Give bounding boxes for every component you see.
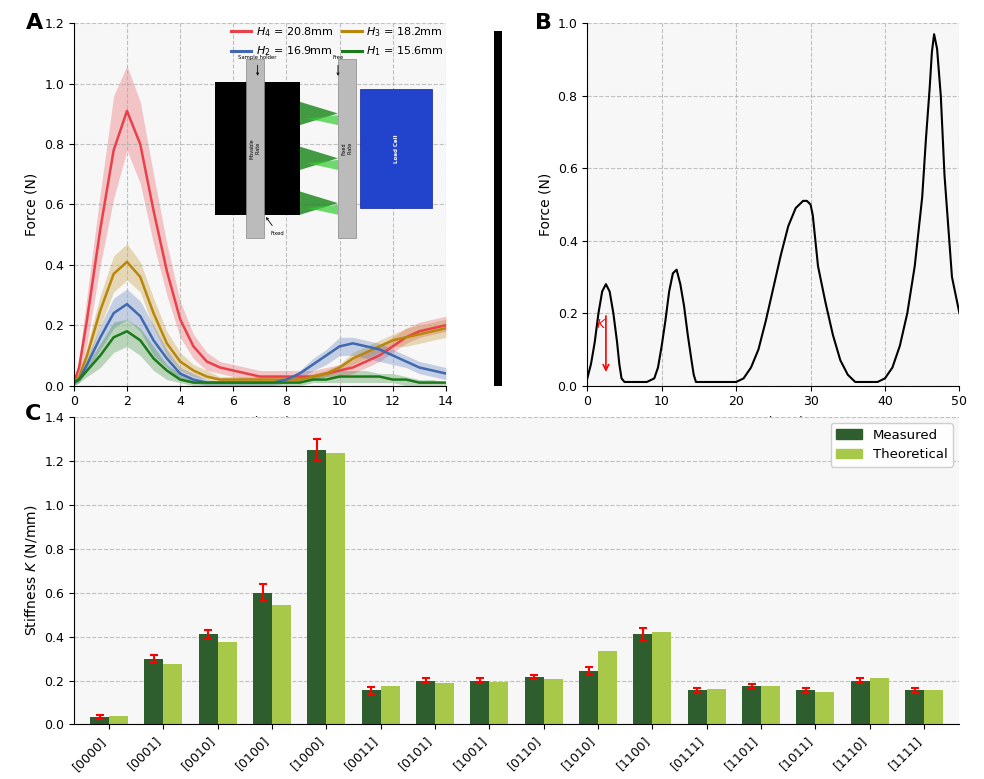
Bar	[470, 681, 489, 724]
Y-axis label: Force (N): Force (N)	[25, 173, 38, 236]
Bar	[796, 690, 816, 724]
Bar	[362, 690, 381, 724]
X-axis label: $\Delta H$ (mm): $\Delta H$ (mm)	[228, 414, 291, 430]
Bar	[109, 716, 128, 724]
Bar	[435, 682, 455, 724]
Bar	[688, 690, 707, 724]
Text: A: A	[26, 12, 42, 33]
Bar	[707, 689, 726, 724]
Bar	[91, 717, 109, 724]
Bar	[742, 686, 761, 724]
Bar	[381, 686, 400, 724]
Bar	[489, 682, 509, 724]
Bar	[870, 679, 889, 724]
Bar	[634, 634, 652, 724]
Text: C: C	[26, 404, 41, 425]
Bar	[145, 658, 163, 724]
Bar	[851, 681, 870, 724]
Bar	[816, 692, 834, 724]
Bar	[416, 681, 435, 724]
Bar	[598, 650, 617, 724]
Bar	[905, 690, 924, 724]
Y-axis label: Stiffness $K$ (N/mm): Stiffness $K$ (N/mm)	[23, 505, 38, 636]
Bar	[652, 633, 671, 724]
Bar	[761, 686, 780, 724]
Bar	[524, 677, 544, 724]
Bar	[924, 690, 943, 724]
Bar	[327, 453, 345, 724]
Legend: Measured, Theoretical: Measured, Theoretical	[830, 423, 953, 467]
Bar	[199, 634, 217, 724]
Legend: $H_4$ = 20.8mm, $H_2$ = 16.9mm, $H_3$ = 18.2mm, $H_1$ = 15.6mm: $H_4$ = 20.8mm, $H_2$ = 16.9mm, $H_3$ = …	[231, 25, 444, 58]
Bar	[579, 671, 598, 724]
Text: B: B	[535, 12, 552, 33]
Bar	[217, 642, 237, 724]
Bar	[544, 679, 563, 724]
Bar	[253, 593, 273, 724]
Text: $K$: $K$	[596, 318, 607, 330]
X-axis label: $\Delta H$ (mm): $\Delta H$ (mm)	[742, 414, 805, 430]
Bar	[163, 664, 182, 724]
Y-axis label: Force (N): Force (N)	[538, 173, 552, 236]
Bar	[307, 449, 327, 724]
Bar	[273, 605, 291, 724]
